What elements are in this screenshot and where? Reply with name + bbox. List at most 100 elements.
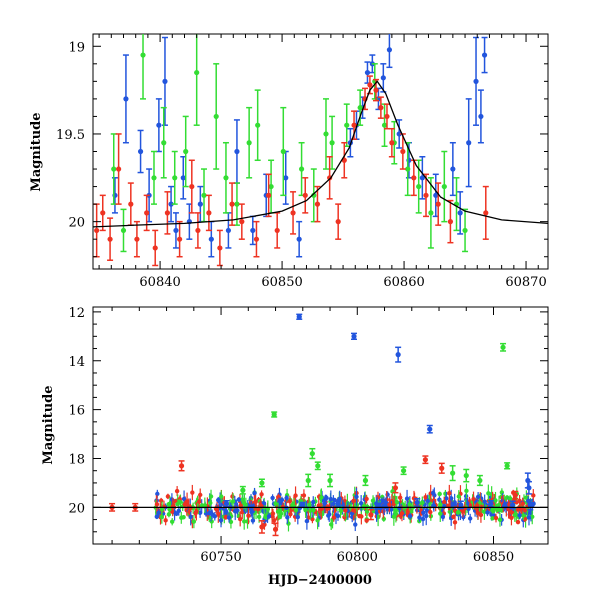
band-point xyxy=(331,515,337,520)
top-plot-area xyxy=(93,34,548,267)
data-point xyxy=(234,201,240,207)
data-point xyxy=(357,105,363,111)
band-point xyxy=(451,514,456,520)
band-point xyxy=(399,511,405,516)
data-point xyxy=(140,52,146,58)
band-point xyxy=(351,507,356,513)
bottom-y-tick-label: 12 xyxy=(68,306,85,321)
data-point xyxy=(172,175,178,181)
band-point xyxy=(315,518,320,523)
band-point xyxy=(184,499,190,504)
data-point xyxy=(392,485,399,491)
band-point xyxy=(521,513,526,518)
top-x-tick-label: 60870 xyxy=(505,275,546,290)
band-point xyxy=(301,493,307,498)
band-point xyxy=(387,502,392,507)
band-point xyxy=(475,510,481,516)
band-point xyxy=(165,494,171,499)
data-point xyxy=(419,175,425,181)
bottom-axes: 60750 60800 60850 12 14 16 18 20 xyxy=(68,306,549,565)
top-x-tick-label: 60860 xyxy=(383,275,424,290)
data-point xyxy=(478,113,484,120)
band-point xyxy=(174,511,179,516)
band-point xyxy=(304,518,310,524)
band-point xyxy=(379,498,385,504)
band-point xyxy=(191,519,197,524)
band-point xyxy=(154,514,160,519)
data-point xyxy=(344,122,350,128)
band-point xyxy=(485,510,490,515)
data-point xyxy=(298,166,305,172)
band-point xyxy=(364,518,369,523)
data-point xyxy=(400,148,406,155)
band-point xyxy=(212,514,217,519)
band-point xyxy=(486,491,491,496)
data-point xyxy=(213,113,219,120)
band-point xyxy=(526,515,532,520)
band-point xyxy=(444,496,449,501)
band-point xyxy=(337,496,342,501)
data-point xyxy=(386,47,393,53)
band-point xyxy=(270,495,275,501)
band-point xyxy=(496,502,502,507)
data-point xyxy=(194,69,200,76)
band-point xyxy=(290,503,295,508)
band-point xyxy=(319,495,324,500)
data-point xyxy=(234,148,240,155)
band-point xyxy=(431,490,436,496)
data-point xyxy=(527,502,533,508)
data-point xyxy=(305,477,311,484)
data-point xyxy=(380,75,386,81)
band-point xyxy=(181,496,187,502)
band-point xyxy=(404,496,410,501)
band-point xyxy=(375,494,381,500)
band-point xyxy=(331,501,336,507)
band-point xyxy=(493,498,498,503)
data-point xyxy=(396,131,402,137)
band-point xyxy=(420,516,426,522)
band-point xyxy=(389,507,394,512)
band-point xyxy=(424,513,429,519)
band-point xyxy=(442,499,447,505)
data-point xyxy=(120,227,127,234)
band-point xyxy=(358,501,364,506)
data-point xyxy=(381,122,388,128)
data-point xyxy=(197,201,203,207)
data-point xyxy=(373,87,379,93)
band-point xyxy=(276,494,281,500)
band-point xyxy=(456,494,461,499)
bottom-y-tick-label: 14 xyxy=(68,355,85,370)
band-point xyxy=(190,490,195,495)
band-point xyxy=(381,503,387,508)
bottom-plot-area xyxy=(93,313,548,537)
band-point xyxy=(236,497,242,502)
data-point xyxy=(335,219,341,225)
band-point xyxy=(328,496,334,502)
band-point xyxy=(497,517,503,522)
band-point xyxy=(259,492,264,497)
band-point xyxy=(438,511,443,516)
band-point xyxy=(209,519,214,524)
band-point xyxy=(179,515,184,520)
data-point xyxy=(162,78,168,84)
band-point xyxy=(288,511,293,517)
band-point xyxy=(308,508,313,513)
band-point xyxy=(193,511,198,516)
band-point xyxy=(310,516,315,522)
data-point xyxy=(152,245,158,251)
bottom-y-axis-title: Magnitude xyxy=(41,385,56,464)
data-point xyxy=(411,175,417,181)
band-point xyxy=(243,502,249,508)
data-point xyxy=(239,219,245,225)
band-point xyxy=(520,501,526,506)
bottom-y-tick-label: 20 xyxy=(68,501,85,516)
data-point xyxy=(335,501,341,507)
data-point xyxy=(107,236,113,242)
top-x-tick-label: 60850 xyxy=(261,275,302,290)
data-point xyxy=(250,227,256,234)
band-point xyxy=(407,513,413,519)
band-point xyxy=(277,514,283,519)
band-point xyxy=(380,494,385,500)
band-point xyxy=(218,518,224,523)
